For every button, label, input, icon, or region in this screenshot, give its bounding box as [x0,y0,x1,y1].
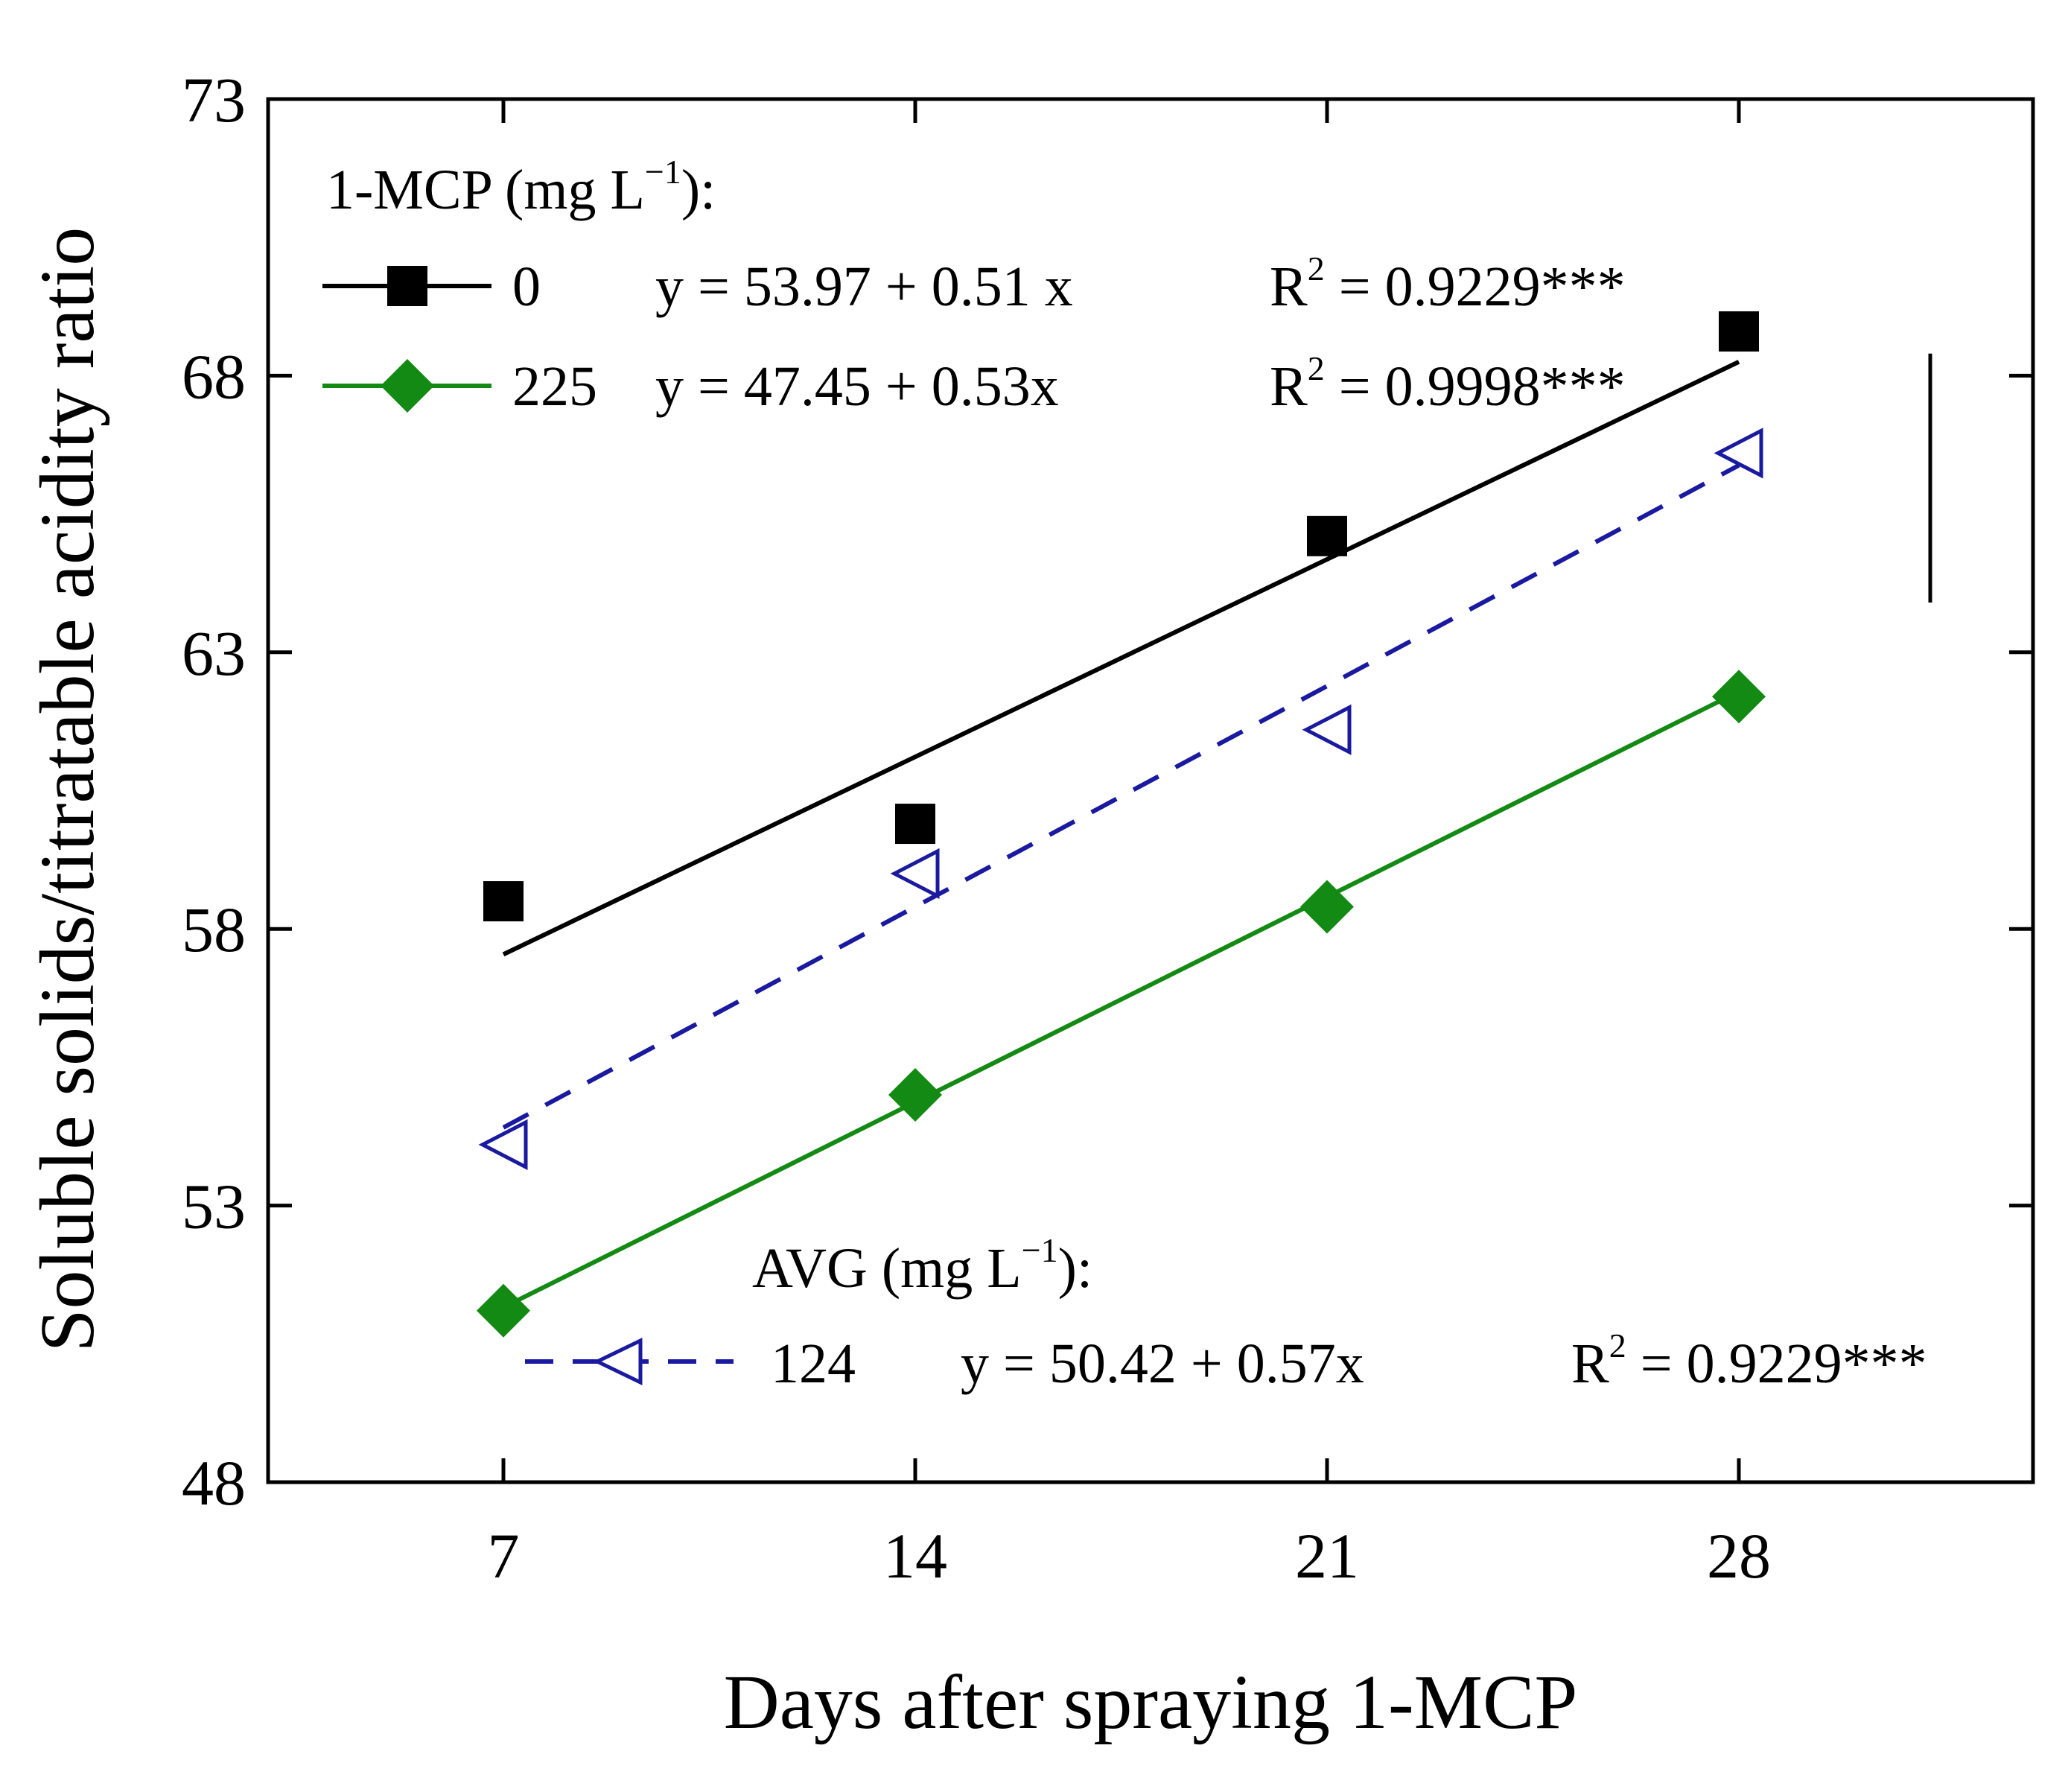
legend-124-equation: y = 50.42 + 0.57x [961,1332,1364,1395]
data-point-0 [1719,311,1759,352]
data-point-124 [1302,704,1352,755]
legend-124-r2: R2 = 0.9229*** [1571,1326,1927,1395]
y-tick-label: 58 [182,894,246,965]
data-point-0 [895,804,935,845]
legend-avg: AVG (mg L−1): 124 y = 50.42 + 0.57x R2 =… [525,1231,1927,1395]
legend-0-label: 0 [512,255,541,318]
y-tick-label: 63 [182,617,246,689]
y-tick-label: 53 [182,1171,246,1242]
data-point-0 [1307,515,1347,556]
legend-0-marker [387,266,427,306]
data-markers [477,311,1766,1338]
data-point-225 [888,1068,942,1122]
legend-225-r2: R2 = 0.9998*** [1270,349,1626,418]
legend-mcp: 1-MCP (mg L−1): 0 y = 53.97 + 0.51 x R2 … [322,153,1626,418]
legend-0-r2: R2 = 0.9229*** [1270,250,1626,318]
data-point-124 [478,1119,528,1170]
legend-124-marker [593,1338,643,1385]
plot-frame [266,97,2035,1484]
legend-225-marker [381,359,434,413]
x-axis: 7 14 21 28 [488,99,1771,1592]
x-tick-label: 21 [1295,1520,1359,1592]
legend-avg-header: AVG (mg L−1): [752,1231,1092,1300]
fit-line-124 [502,463,1740,1130]
legend-225-label: 225 [512,355,597,418]
y-tick-label: 68 [182,340,246,412]
y-tick-label: 48 [182,1447,246,1519]
legend-0-equation: y = 53.97 + 0.51 x [655,255,1073,318]
y-axis-title: Soluble solids/titratable acidity ratio [25,227,110,1353]
data-point-225 [1300,880,1354,934]
x-tick-label: 14 [883,1520,947,1592]
legend-mcp-header: 1-MCP (mg L−1): [326,153,716,221]
x-tick-label: 7 [488,1520,520,1592]
y-tick-label: 73 [182,64,246,136]
legend-225-equation: y = 47.45 + 0.53x [655,355,1059,418]
data-point-225 [1712,670,1766,724]
data-point-124 [890,848,940,900]
y-axis: 48 53 58 63 68 73 [182,64,2033,1519]
legend-124-label: 124 [771,1332,856,1395]
x-axis-title: Days after spraying 1-MCP [724,1659,1578,1745]
fit-line-225 [502,689,1740,1309]
fit-lines [502,360,1740,1309]
data-point-0 [483,881,524,922]
data-point-124 [1714,428,1763,479]
x-tick-label: 28 [1707,1520,1771,1592]
data-point-225 [477,1283,530,1338]
fit-line-0 [502,360,1740,957]
